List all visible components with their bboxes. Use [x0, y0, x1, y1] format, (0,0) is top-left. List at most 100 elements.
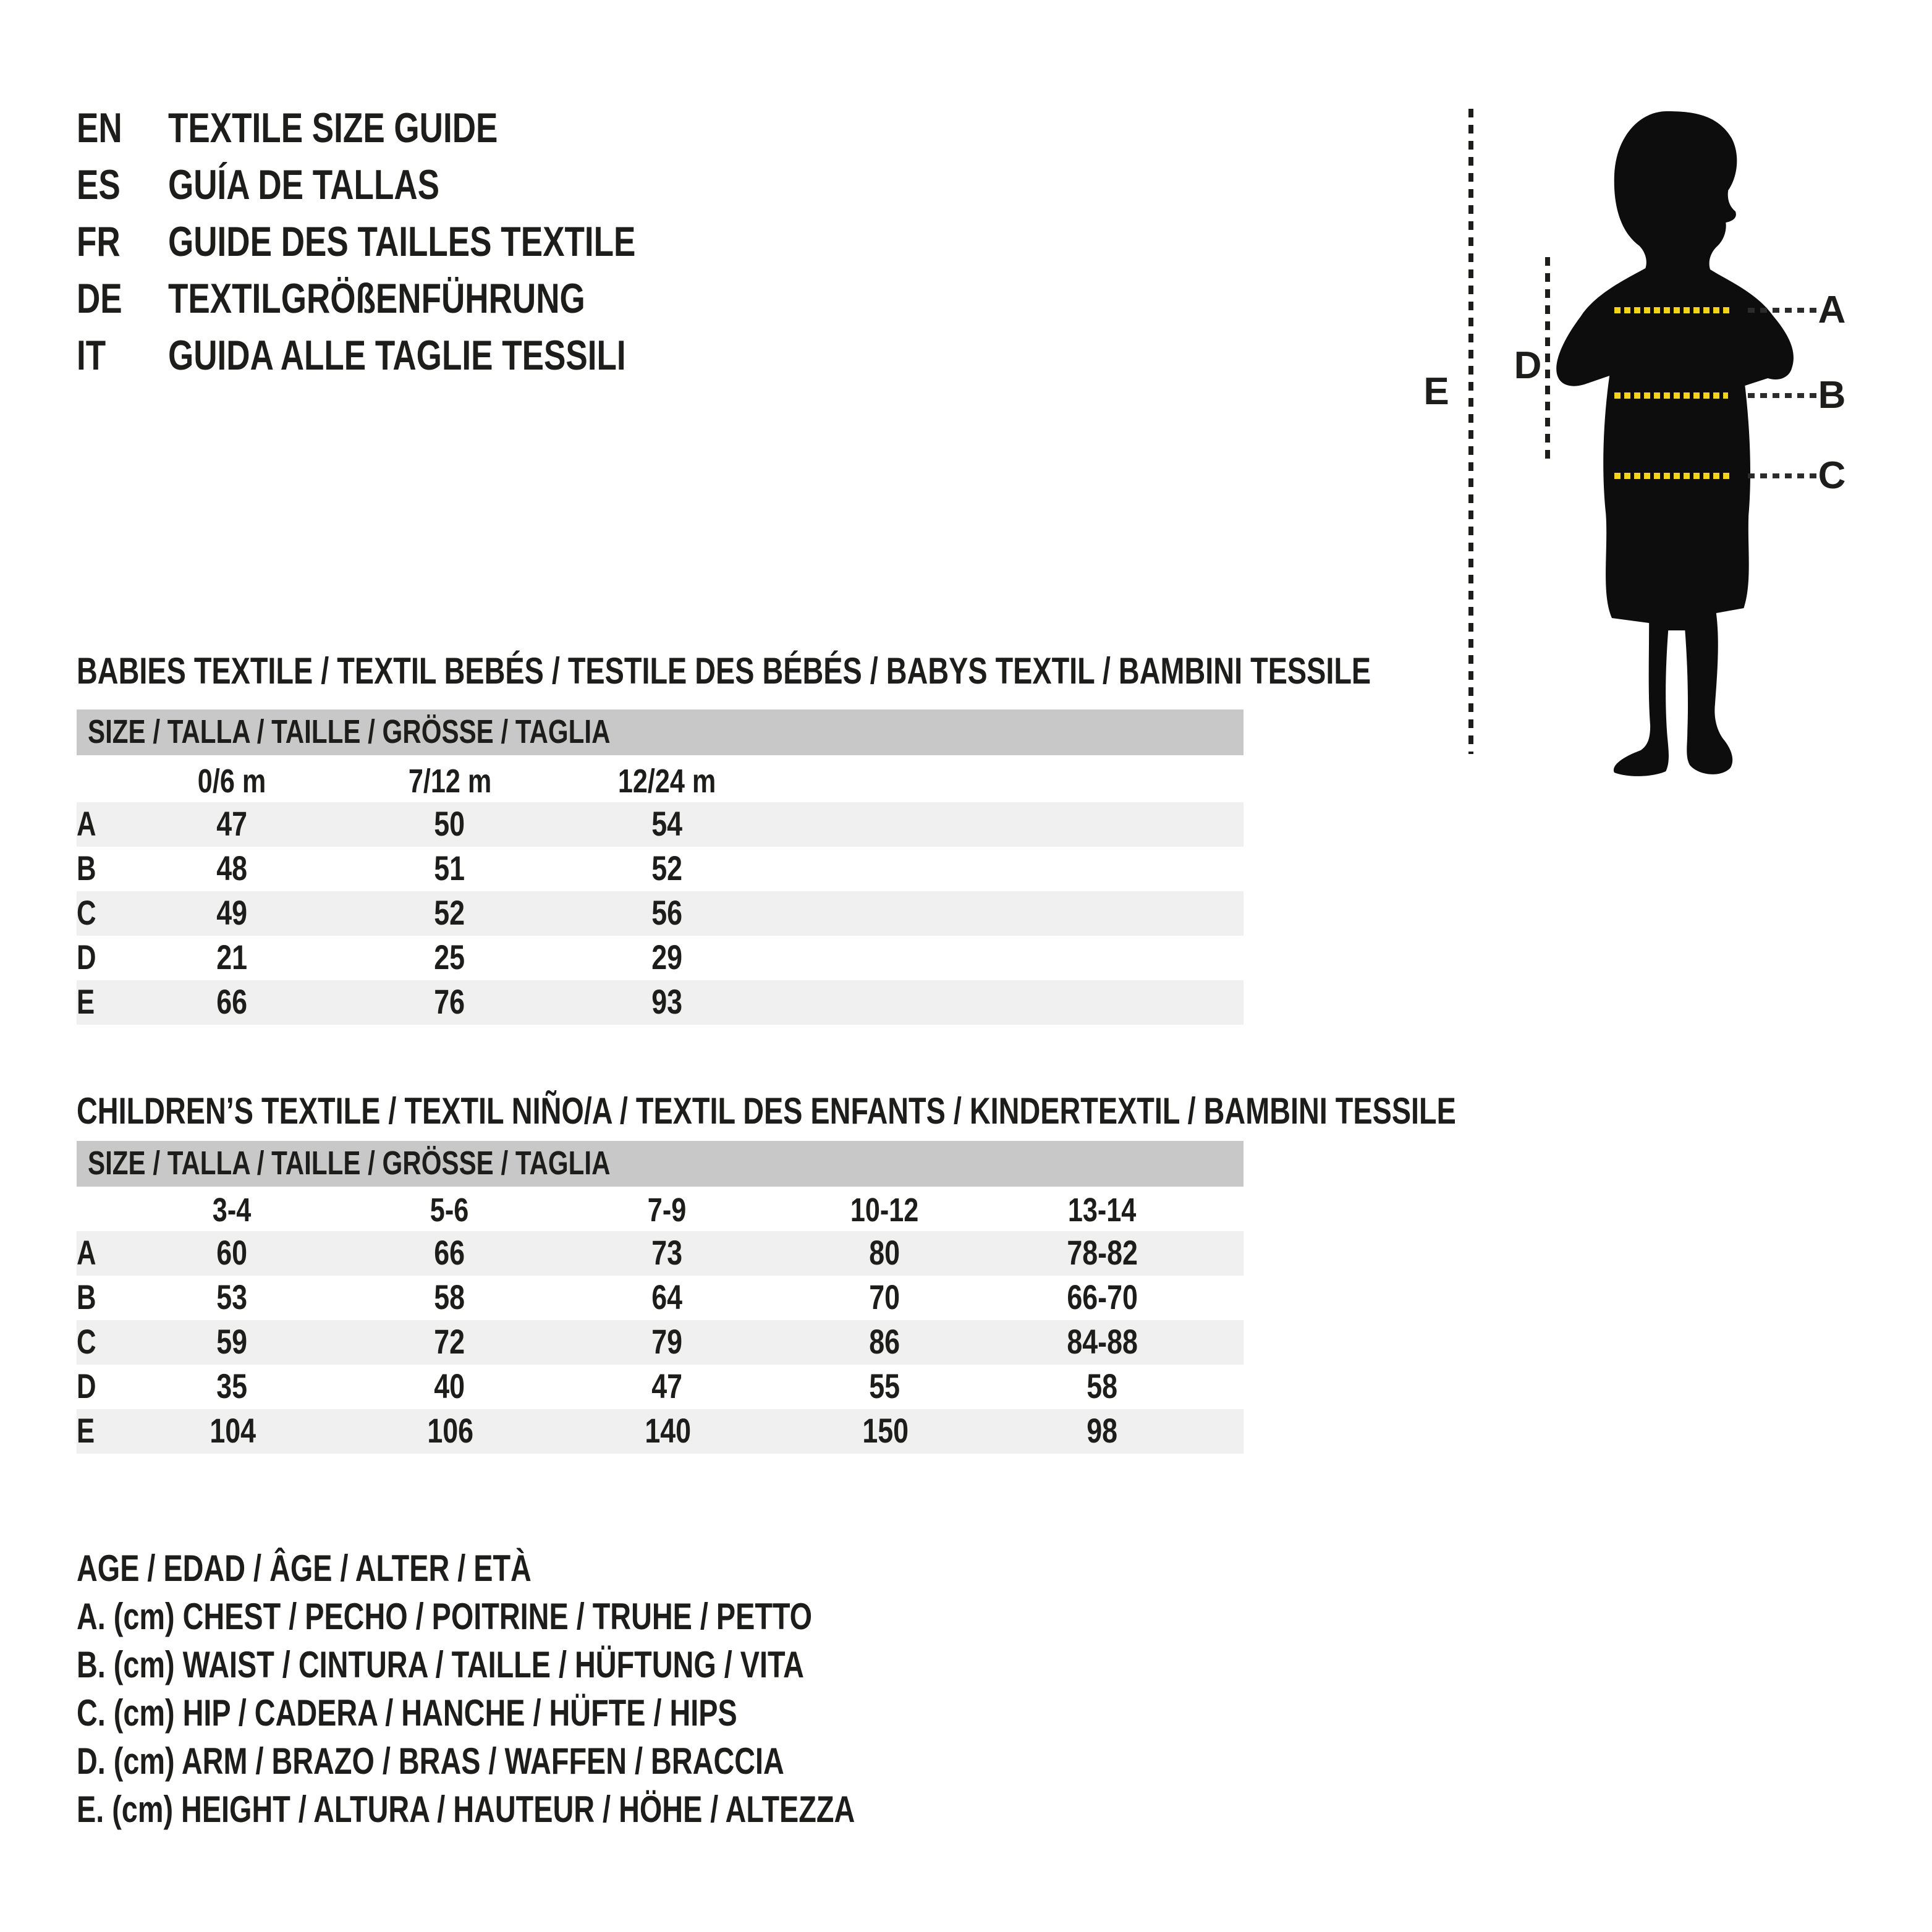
table-cell: 140	[644, 1412, 691, 1450]
measure-label-c: C	[1818, 454, 1846, 497]
table-cell: 50	[434, 805, 465, 843]
table-cell: 52	[434, 894, 465, 932]
lang-code: EN	[77, 105, 122, 152]
table-row: C 49 52 56	[77, 891, 1244, 936]
table-cell: 98	[1087, 1412, 1118, 1450]
legend-line-waist: B. (cm) WAIST / CINTURA / TAILLE / HÜFTU…	[77, 1645, 804, 1686]
row-label: D	[77, 938, 96, 977]
row-label: E	[77, 983, 95, 1021]
row-label: A	[77, 1234, 96, 1272]
babies-column-header-row: 0/6 m 7/12 m 12/24 m	[77, 760, 1244, 802]
table-cell: 49	[217, 894, 248, 932]
lang-code: IT	[77, 333, 106, 379]
babies-section-title: BABIES TEXTILE / TEXTIL BEBÉS / TESTILE …	[77, 651, 1371, 692]
table-cell: 60	[217, 1234, 248, 1272]
measure-label-a: A	[1818, 288, 1846, 331]
child-silhouette	[1556, 111, 1794, 776]
children-section-title: CHILDREN’S TEXTILE / TEXTIL NIÑO/A / TEX…	[77, 1091, 1456, 1132]
table-cell: 64	[652, 1278, 683, 1316]
legend-line-chest: A. (cm) CHEST / PECHO / POITRINE / TRUHE…	[77, 1597, 813, 1638]
table-cell: 66	[434, 1234, 465, 1272]
table-row: C 59 72 79 86 84-88	[77, 1320, 1244, 1365]
table-cell: 47	[652, 1367, 683, 1405]
table-row: D 35 40 47 55 58	[77, 1365, 1244, 1409]
children-size-bar: SIZE / TALLA / TAILLE / GRÖSSE / TAGLIA	[77, 1141, 1244, 1187]
table-cell: 58	[1087, 1367, 1118, 1405]
table-cell: 54	[652, 805, 683, 843]
table-cell: 25	[434, 938, 465, 977]
corner-cell	[77, 760, 124, 802]
row-label: B	[77, 1278, 96, 1316]
row-label: C	[77, 1323, 96, 1361]
measure-label-b: B	[1818, 373, 1846, 417]
table-cell: 29	[652, 938, 683, 977]
table-cell: 93	[652, 983, 683, 1021]
lang-title: TEXTILE SIZE GUIDE	[168, 105, 498, 152]
lang-code: ES	[77, 162, 121, 209]
row-label: E	[77, 1412, 95, 1450]
column-header: 3-4	[213, 1192, 252, 1229]
table-cell: 47	[217, 805, 248, 843]
table-cell: 59	[217, 1323, 248, 1361]
row-label: B	[77, 849, 96, 888]
legend-line-arm: D. (cm) ARM / BRAZO / BRAS / WAFFEN / BR…	[77, 1742, 784, 1782]
table-cell: 66-70	[1067, 1278, 1138, 1316]
legend-line-age: AGE / EDAD / ÂGE / ALTER / ETÀ	[77, 1549, 532, 1590]
table-cell: 53	[217, 1278, 248, 1316]
measurement-diagram	[1468, 109, 1817, 776]
babies-table: 0/6 m 7/12 m 12/24 m A 47 50 54 B 48 51 …	[77, 760, 1244, 1025]
table-cell: 84-88	[1067, 1323, 1138, 1361]
table-cell: 40	[434, 1367, 465, 1405]
column-header: 7/12 m	[408, 763, 492, 800]
table-cell: 79	[652, 1323, 683, 1361]
row-label: D	[77, 1367, 96, 1405]
column-header: 10-12	[850, 1192, 920, 1229]
column-header: 13-14	[1068, 1192, 1137, 1229]
table-cell: 56	[652, 894, 683, 932]
corner-cell	[77, 1189, 124, 1231]
table-cell: 66	[217, 983, 248, 1021]
babies-size-bar: SIZE / TALLA / TAILLE / GRÖSSE / TAGLIA	[77, 710, 1244, 755]
table-row: B 48 51 52	[77, 847, 1244, 891]
lang-code: FR	[77, 219, 121, 266]
table-row: E 104 106 140 150 98	[77, 1409, 1244, 1454]
table-cell: 73	[652, 1234, 683, 1272]
table-row: E 66 76 93	[77, 980, 1244, 1025]
table-cell: 86	[870, 1323, 900, 1361]
column-header: 5-6	[430, 1192, 470, 1229]
table-cell: 78-82	[1067, 1234, 1138, 1272]
row-label: A	[77, 805, 96, 843]
table-row: B 53 58 64 70 66-70	[77, 1276, 1244, 1320]
lang-title: GUIDA ALLE TAGLIE TESSILI	[168, 333, 626, 379]
column-header: 0/6 m	[198, 763, 267, 800]
table-cell: 70	[870, 1278, 900, 1316]
table-row: D 21 25 29	[77, 936, 1244, 980]
children-column-header-row: 3-4 5-6 7-9 10-12 13-14	[77, 1189, 1244, 1231]
table-cell: 106	[426, 1412, 473, 1450]
table-row: A 60 66 73 80 78-82	[77, 1231, 1244, 1276]
measure-label-e: E	[1423, 370, 1449, 413]
table-cell: 80	[870, 1234, 900, 1272]
column-header: 7-9	[648, 1192, 687, 1229]
children-table: 3-4 5-6 7-9 10-12 13-14 A 60 66 73 80 78…	[77, 1189, 1244, 1454]
row-label: C	[77, 894, 96, 932]
table-cell: 52	[652, 849, 683, 888]
table-cell: 55	[870, 1367, 900, 1405]
lang-code: DE	[77, 276, 122, 323]
lang-title: GUÍA DE TALLAS	[168, 162, 440, 209]
table-cell: 150	[862, 1412, 909, 1450]
table-cell: 21	[217, 938, 248, 977]
table-cell: 35	[217, 1367, 248, 1405]
column-header: 12/24 m	[618, 763, 717, 800]
table-cell: 104	[209, 1412, 256, 1450]
lang-title: GUIDE DES TAILLES TEXTILE	[168, 219, 636, 266]
table-cell: 72	[434, 1323, 465, 1361]
lang-title: TEXTILGRÖßENFÜHRUNG	[168, 276, 585, 323]
table-cell: 76	[434, 983, 465, 1021]
table-cell: 58	[434, 1278, 465, 1316]
measure-label-d: D	[1514, 344, 1542, 387]
table-cell: 51	[434, 849, 465, 888]
legend-line-height: E. (cm) HEIGHT / ALTURA / HAUTEUR / HÖHE…	[77, 1790, 855, 1831]
table-cell: 48	[217, 849, 248, 888]
